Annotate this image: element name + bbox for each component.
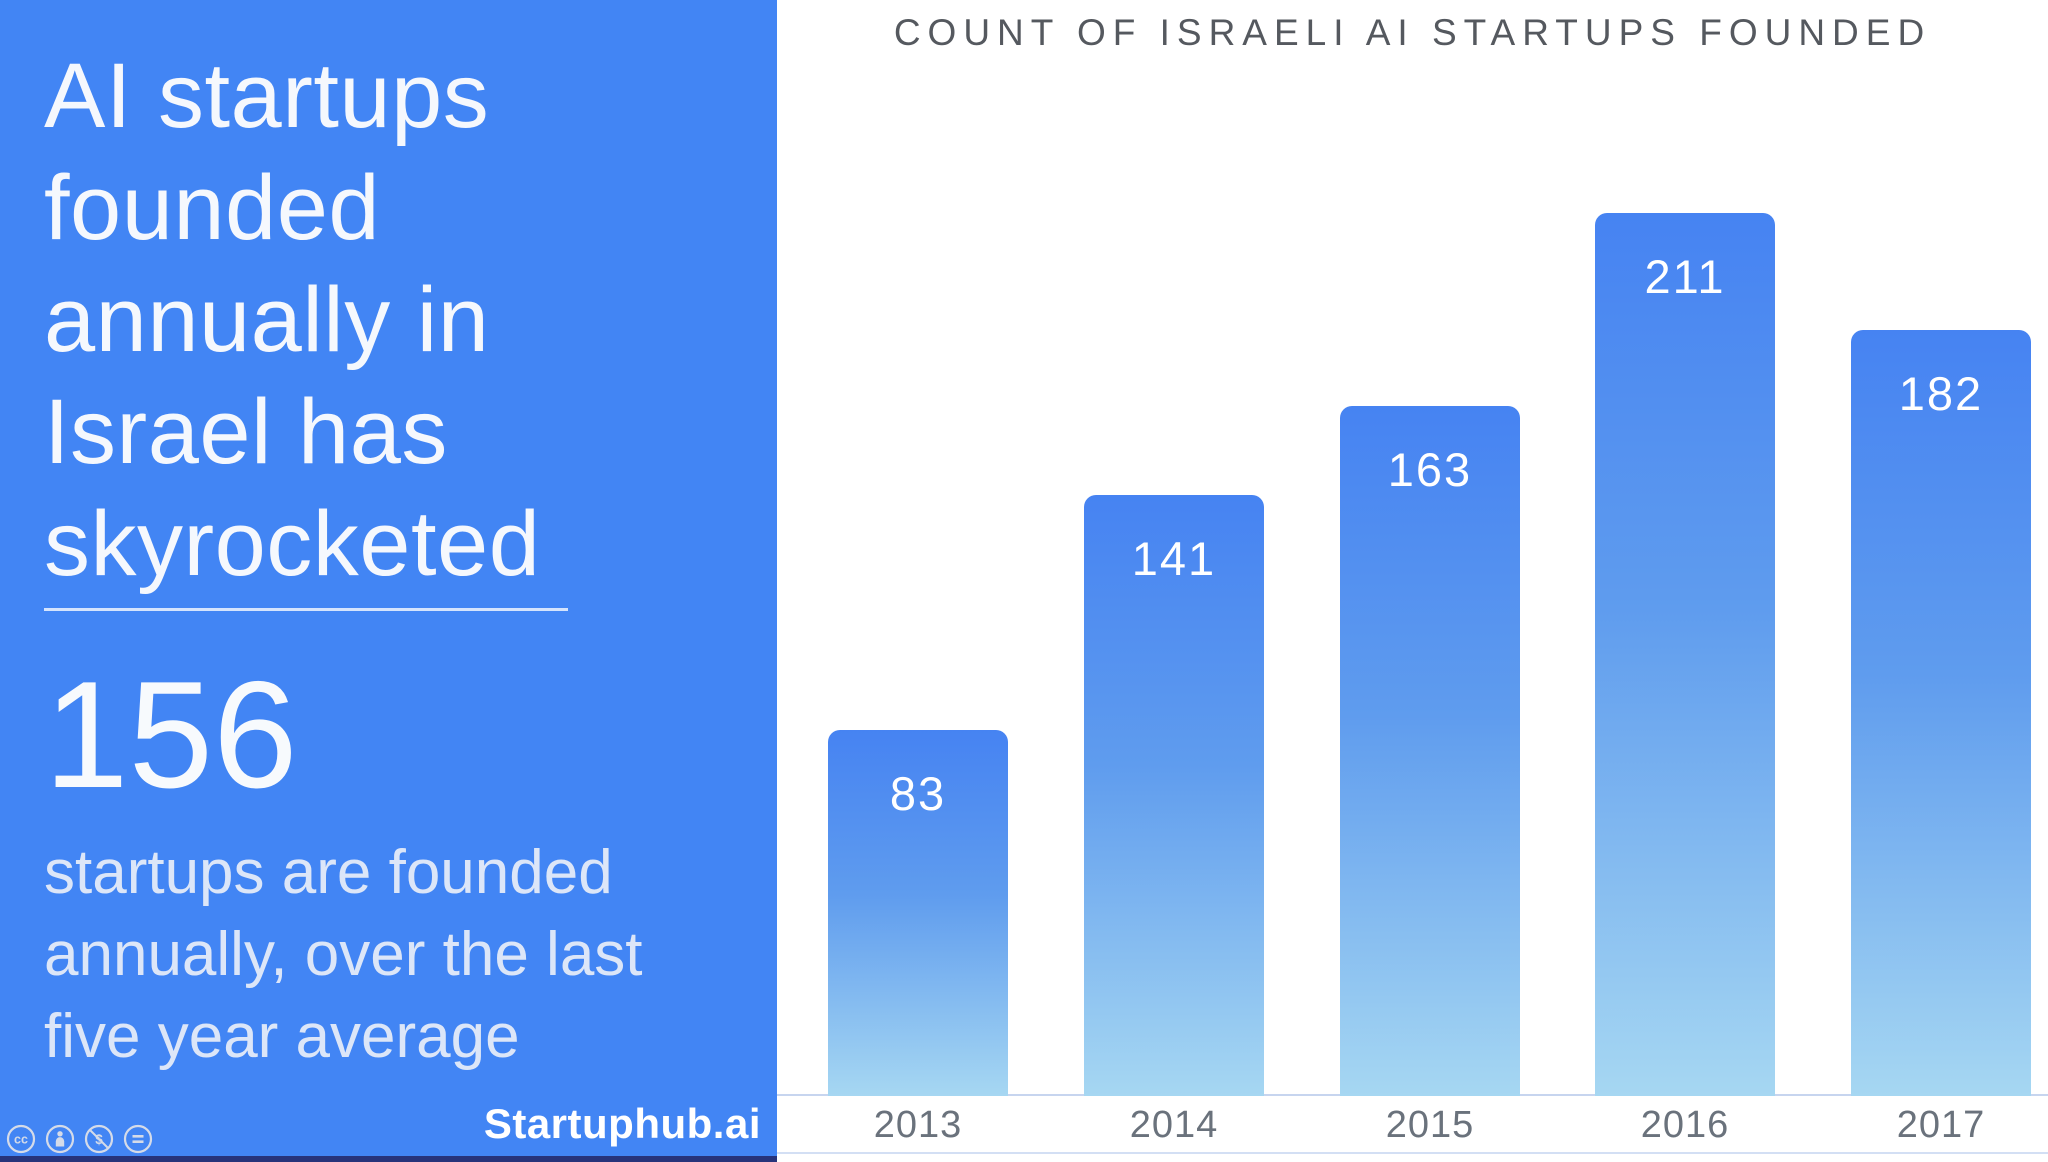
x-tick-2015: 2015: [1385, 1104, 1475, 1146]
x-tick-2014: 2014: [1129, 1104, 1219, 1146]
plot-area: 83 2013 141 2014 163 2015 211 2016 182 2017: [777, 0, 2048, 1162]
creative-commons-license-row: cc $: [6, 1124, 153, 1154]
bar-2016: 211: [1595, 213, 1775, 1096]
headline-line: skyrocketed: [44, 493, 541, 595]
stat-description-line: five year average: [44, 1002, 520, 1071]
stat-description-line: startups are founded: [44, 838, 613, 907]
bar-2014: 141: [1084, 495, 1264, 1096]
headline-line: founded: [44, 157, 381, 259]
headline-line: AI startups: [44, 45, 490, 147]
headline: AI startups founded annually in Israel h…: [44, 40, 684, 600]
chart-title: COUNT OF ISRAELI AI STARTUPS FOUNDED: [893, 12, 1932, 53]
headline-line: Israel has: [44, 381, 448, 483]
cc-nc-icon: $: [84, 1124, 114, 1154]
bar-value-label: 83: [889, 767, 947, 820]
x-tick-2016: 2016: [1640, 1104, 1730, 1146]
headline-line: annually in: [44, 269, 490, 371]
bar-2017: 182: [1851, 330, 2031, 1096]
chart-area: COUNT OF ISRAELI AI STARTUPS FOUNDED 83 2…: [777, 0, 2048, 1162]
x-tick-2013: 2013: [873, 1104, 963, 1146]
bar-2015: 163: [1340, 406, 1520, 1096]
x-tick-2017: 2017: [1896, 1104, 1986, 1146]
bar-value-label: 163: [1387, 443, 1473, 496]
bar-2013: 83: [828, 730, 1008, 1096]
bar-value-label: 182: [1898, 367, 1984, 420]
cc-icon: cc: [6, 1124, 36, 1154]
brand-logo-text: Startuphub.ai: [483, 1100, 761, 1147]
stat-number: 156: [44, 650, 298, 820]
bar-value-label: 141: [1131, 532, 1217, 585]
bar-value-label: 211: [1644, 250, 1726, 303]
bottom-accent-strip: [0, 1156, 777, 1162]
divider-line: [44, 608, 568, 611]
left-text-panel: AI startups founded annually in Israel h…: [0, 0, 777, 1162]
svg-text:cc: cc: [14, 1133, 28, 1147]
stat-description: startups are founded annually, over the …: [44, 832, 744, 1078]
stat-description-line: annually, over the last: [44, 920, 643, 989]
cc-by-icon: [45, 1124, 75, 1154]
chart-bottom-border: [777, 1152, 2048, 1154]
cc-nd-icon: [123, 1124, 153, 1154]
